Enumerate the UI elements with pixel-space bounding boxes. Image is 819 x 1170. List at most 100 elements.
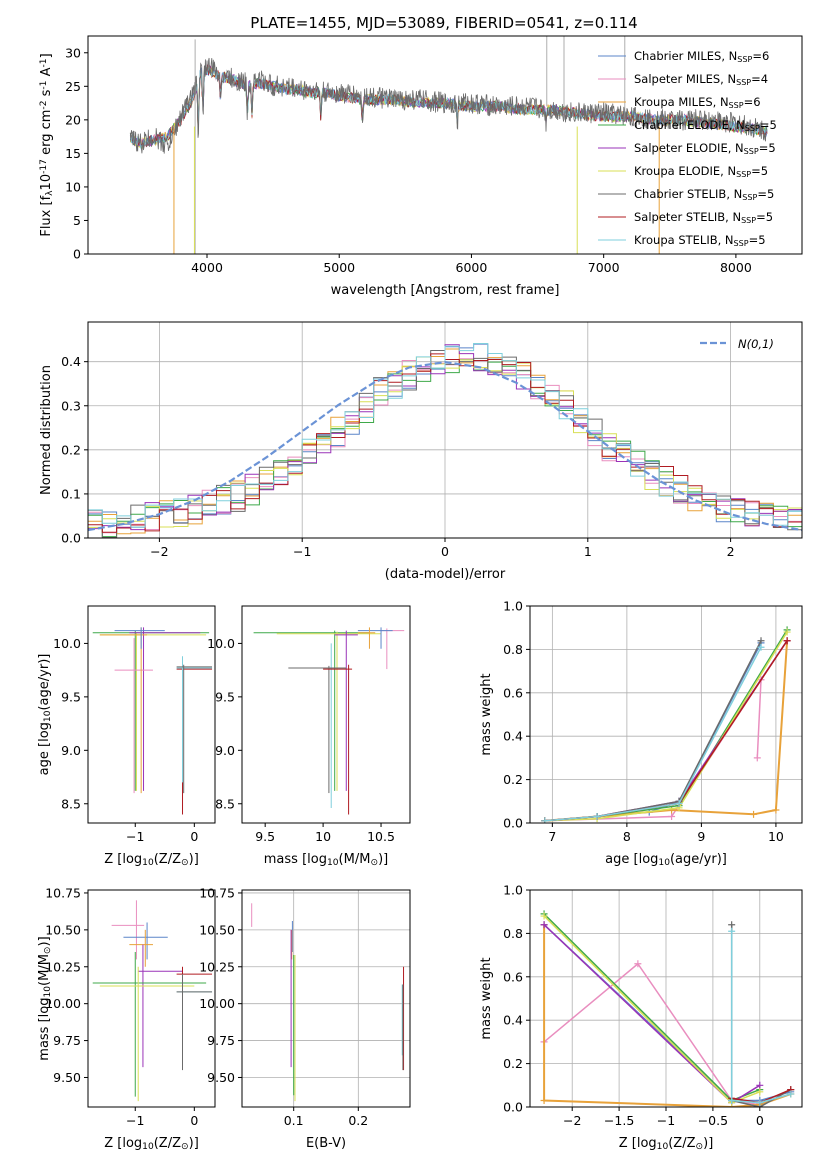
x-tick-label: 0 bbox=[190, 829, 198, 844]
x-tick-label: −0.5 bbox=[698, 1113, 728, 1128]
y-tick-label: 0.4 bbox=[61, 354, 81, 369]
series-marker bbox=[757, 637, 765, 645]
residual-histogram-plot-area: N(0,1) bbox=[88, 337, 802, 538]
x-tick-label: 0 bbox=[756, 1113, 764, 1128]
series-marker bbox=[728, 927, 736, 935]
mass-vs-reddening-error-bars bbox=[251, 903, 405, 1102]
series-marker bbox=[783, 637, 791, 645]
series-marker bbox=[756, 1081, 764, 1089]
x-tick-label: 6000 bbox=[456, 260, 488, 275]
age-vs-metallicity-plot-area bbox=[92, 627, 213, 815]
series-marker bbox=[783, 628, 791, 636]
y-tick-label: 9.50 bbox=[53, 1070, 81, 1085]
y-axis-label: mass weight bbox=[479, 957, 494, 1039]
y-tick-label: 9.50 bbox=[207, 1070, 235, 1085]
y-tick-label: 9.75 bbox=[53, 1033, 81, 1048]
legend-label: Chabrier MILES, NSSP=6 bbox=[634, 49, 769, 64]
y-tick-label: 8.5 bbox=[215, 796, 235, 811]
y-axis-label: mass weight bbox=[479, 673, 494, 755]
series-line bbox=[544, 629, 788, 822]
x-tick-label: 7000 bbox=[588, 260, 620, 275]
mass-vs-reddening-plot-area bbox=[251, 903, 405, 1102]
residual-histogram-panel: N(0,1) −2 −1 0 1 2 0.0 0.1 0.2 0.3 0.4 (data-model)… bbox=[39, 321, 803, 582]
x-tick-label: −1 bbox=[293, 544, 311, 559]
y-tick-label: 0.8 bbox=[503, 642, 523, 657]
y-tick-label: 0.6 bbox=[503, 969, 523, 984]
x-tick-label: −1 bbox=[126, 1113, 144, 1128]
series-line bbox=[543, 915, 761, 1104]
y-tick-label: 8.5 bbox=[61, 796, 81, 811]
y-tick-label: 10.25 bbox=[45, 959, 81, 974]
axes-frame bbox=[529, 605, 803, 824]
y-axis-label: mass [log10(M/M⊙)] bbox=[37, 936, 53, 1060]
series-line bbox=[543, 924, 761, 1104]
x-tick-label: 9 bbox=[697, 829, 705, 844]
y-tick-label: 0.0 bbox=[503, 816, 523, 831]
mass-weight-vs-metallicity-panel: −2 −1.5 −1 −0.5 0 0.0 0.2 0.4 0.6 0.8 1.0 Z [log10(… bbox=[479, 883, 803, 1152]
y-tick-label: 1.0 bbox=[503, 883, 523, 898]
y-tick-label: 9.5 bbox=[215, 689, 235, 704]
y-tick-label: 0.8 bbox=[503, 926, 523, 941]
x-tick-label: 8 bbox=[623, 829, 631, 844]
age-vs-metallicity-axes: −1 0 8.5 9.0 9.5 10.0 Z [log10(Z/Z⊙)] age [log1… bbox=[37, 605, 216, 868]
series-line bbox=[543, 913, 761, 1102]
x-tick-label: 2 bbox=[727, 544, 735, 559]
series-line bbox=[730, 931, 791, 1104]
age-vs-mass-panel: 9.5 10 10.5 8.5 9.0 9.5 10.0 mass [log10(M/M⊙)] bbox=[207, 605, 411, 868]
series-marker bbox=[675, 799, 683, 807]
age-vs-metallicity-panel: −1 0 8.5 9.0 9.5 10.0 Z [log10(Z/Z⊙)] age [log1… bbox=[37, 605, 216, 868]
series-marker bbox=[756, 1099, 764, 1107]
axes-frame bbox=[87, 889, 216, 1108]
mass-weight-vs-metallicity-axes: −2 −1.5 −1 −0.5 0 0.0 0.2 0.4 0.6 0.8 1.0 Z [log10(… bbox=[479, 883, 803, 1152]
x-tick-label: 1 bbox=[584, 544, 592, 559]
residual-histogram-axes: −2 −1 0 1 2 0.0 0.1 0.2 0.3 0.4 (data-model)/error… bbox=[39, 321, 803, 582]
y-tick-label: 0.3 bbox=[61, 398, 81, 413]
y-tick-label: 0.4 bbox=[503, 729, 523, 744]
mass-weight-vs-age-axes: 7 8 9 10 0.0 0.2 0.4 0.6 0.8 1.0 age [log10(age/yr… bbox=[479, 599, 803, 868]
series-marker bbox=[772, 806, 780, 814]
series-marker bbox=[787, 1090, 795, 1098]
series-marker bbox=[750, 810, 758, 818]
y-tick-label: 15 bbox=[65, 146, 81, 161]
y-tick-label: 5 bbox=[73, 213, 81, 228]
x-tick-label: 5000 bbox=[323, 260, 355, 275]
y-tick-label: 10.00 bbox=[199, 996, 235, 1011]
y-tick-label: 0.2 bbox=[503, 772, 523, 787]
mass-weight-vs-age-lines bbox=[541, 626, 791, 823]
x-axis-label: Z [log10(Z/Z⊙)] bbox=[619, 1136, 714, 1152]
axes-frame bbox=[87, 35, 803, 255]
y-tick-label: 9.5 bbox=[61, 689, 81, 704]
x-tick-label: −2 bbox=[563, 1113, 581, 1128]
y-tick-label: 10 bbox=[65, 179, 81, 194]
spectrum-lines bbox=[129, 36, 768, 254]
y-axis-label: age [log10(age/yr)] bbox=[37, 654, 53, 776]
y-tick-label: 10.25 bbox=[199, 959, 235, 974]
mass-weight-vs-metallicity-lines bbox=[540, 910, 795, 1107]
x-axis-label: mass [log10(M/M⊙)] bbox=[264, 852, 388, 868]
x-tick-label: 0 bbox=[190, 1113, 198, 1128]
series-marker bbox=[728, 1096, 736, 1104]
mass-vs-metallicity-plot-area bbox=[92, 900, 213, 1102]
spectrum-panel: Chabrier MILES, NSSP=6 Salpeter MILES, NS… bbox=[39, 35, 803, 298]
series-marker bbox=[541, 817, 549, 823]
observed-spectrum-line bbox=[129, 57, 768, 154]
age-vs-mass-axes: 9.5 10 10.5 8.5 9.0 9.5 10.0 mass [log10(M/M⊙)] bbox=[207, 605, 411, 868]
axes-frame bbox=[241, 605, 411, 824]
y-tick-label: 10.00 bbox=[45, 996, 81, 1011]
mass-weight-vs-metallicity-plot-area bbox=[540, 910, 795, 1107]
y-tick-label: 10.50 bbox=[199, 922, 235, 937]
age-vs-mass-error-bars bbox=[253, 627, 405, 815]
x-tick-label: 0 bbox=[441, 544, 449, 559]
mass-weight-vs-age-plot-area bbox=[541, 626, 791, 823]
legend-label: Chabrier STELIB, NSSP=5 bbox=[634, 187, 774, 202]
x-axis-label: wavelength [Angstrom, rest frame] bbox=[331, 283, 560, 298]
spectrum-plot-area: Chabrier MILES, NSSP=6 Salpeter MILES, NS… bbox=[129, 36, 777, 254]
x-tick-label: 0.1 bbox=[284, 1113, 304, 1128]
series-marker bbox=[540, 921, 548, 929]
y-tick-label: 9.75 bbox=[207, 1033, 235, 1048]
age-vs-mass-plot-area bbox=[253, 627, 405, 815]
series-marker bbox=[540, 1096, 548, 1104]
series-line bbox=[730, 924, 792, 1107]
series-line bbox=[544, 646, 762, 822]
